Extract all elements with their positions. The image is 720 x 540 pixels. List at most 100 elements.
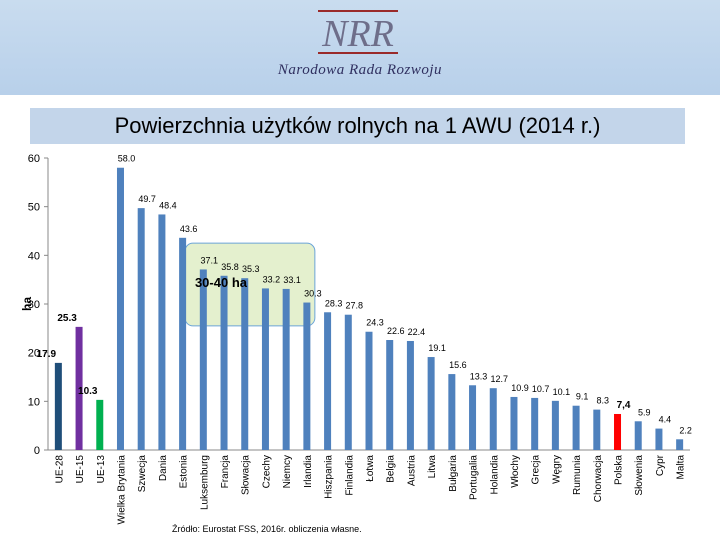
category-label: Grecja: [531, 455, 542, 485]
title-band: [30, 108, 685, 144]
bar: [137, 208, 145, 450]
value-label: 27.8: [346, 301, 364, 311]
category-label: Belgia: [386, 455, 397, 483]
bar: [179, 237, 187, 450]
value-label: 22.6: [387, 326, 405, 336]
value-label: 7,4: [617, 400, 631, 411]
category-label: UE-15: [75, 455, 86, 484]
category-label: Estonia: [179, 455, 190, 489]
value-label: 19.1: [428, 343, 446, 353]
bar: [261, 288, 269, 450]
value-label: 15.6: [449, 360, 467, 370]
category-label: Francja: [220, 455, 231, 489]
bar: [324, 312, 332, 450]
bar: [406, 340, 414, 450]
bar: [634, 421, 642, 450]
value-label: 9.1: [576, 392, 589, 402]
source-note: Źródło: Eurostat FSS, 2016r. obliczenia …: [172, 524, 362, 534]
value-label: 13.3: [470, 371, 488, 381]
value-label: 2.2: [679, 425, 692, 435]
bar: [220, 275, 228, 450]
bar: [199, 269, 207, 450]
bar: [344, 314, 352, 450]
category-label: Czechy: [261, 455, 272, 488]
category-label: Słowenia: [634, 455, 645, 496]
value-label: 37.1: [201, 255, 219, 265]
category-label: Portugalia: [469, 455, 480, 500]
category-label: Dania: [158, 455, 169, 482]
bar: [469, 385, 477, 450]
nrr-logo-mark: NRR: [318, 10, 398, 55]
bar: [614, 413, 622, 450]
value-label: 33.2: [263, 274, 281, 284]
bar: [448, 374, 456, 450]
value-label: 28.3: [325, 298, 343, 308]
bar: [593, 409, 601, 450]
category-label: Holandia: [489, 455, 500, 495]
value-label: 10.1: [553, 387, 571, 397]
bar: [158, 214, 166, 450]
y-tick-label: 40: [28, 250, 40, 262]
y-tick-label: 50: [28, 202, 40, 214]
bar: [282, 288, 290, 450]
bar: [386, 340, 394, 450]
bar: [551, 400, 559, 450]
value-label: 35.8: [221, 262, 239, 272]
bar: [303, 302, 311, 450]
category-label: Chorwacja: [593, 455, 604, 503]
category-label: Bułgaria: [448, 455, 459, 492]
category-label: Malta: [676, 455, 687, 480]
y-tick-label: 60: [28, 153, 40, 165]
category-label: Niemcy: [282, 455, 293, 488]
bar: [365, 331, 373, 450]
category-label: Luksemburg: [199, 455, 210, 510]
bar: [54, 362, 62, 450]
bar: [96, 399, 104, 450]
bar: [572, 405, 580, 450]
value-label: 58.0: [118, 154, 136, 164]
category-label: UE-13: [96, 455, 107, 484]
value-label: 30.3: [304, 289, 322, 299]
y-tick-label: 30: [28, 299, 40, 311]
value-label: 33.1: [283, 275, 301, 285]
value-label: 4.4: [659, 415, 672, 425]
value-label: 49.7: [138, 194, 156, 204]
value-label: 48.4: [159, 200, 177, 210]
value-label: 8.3: [597, 396, 610, 406]
bar: [531, 397, 539, 450]
value-label: 43.6: [180, 224, 198, 234]
value-label: 12.7: [490, 374, 508, 384]
chart-title: Powierzchnia użytków rolnych na 1 AWU (2…: [114, 113, 601, 138]
category-label: Finlandia: [344, 455, 355, 496]
category-label: Litwa: [427, 455, 438, 479]
y-axis-label: ha: [20, 297, 34, 311]
y-tick-label: 10: [28, 396, 40, 408]
category-label: UE-28: [54, 455, 65, 484]
value-label: 35.3: [242, 264, 260, 274]
bar: [676, 439, 684, 450]
category-label: Cypr: [655, 454, 666, 476]
value-label: 10.9: [511, 383, 529, 393]
value-label: 5.9: [638, 407, 651, 417]
category-label: Włochy: [510, 455, 521, 488]
annotation-30-40-ha: 30-40 ha: [195, 275, 248, 290]
bar: [510, 396, 518, 450]
y-tick-label: 20: [28, 348, 40, 360]
category-label: Węgry: [551, 455, 562, 484]
value-label: 10.7: [532, 384, 550, 394]
category-label: Słowacja: [241, 455, 252, 495]
value-label: 25.3: [57, 313, 77, 324]
value-label: 17.9: [37, 349, 57, 360]
bar: [75, 326, 83, 450]
category-label: Hiszpania: [324, 455, 335, 499]
bar: [241, 278, 249, 450]
bar: [116, 167, 124, 450]
category-label: Szwecja: [137, 455, 148, 493]
category-label: Austria: [406, 455, 417, 487]
y-tick-label: 0: [34, 445, 40, 457]
header-band: [0, 0, 720, 95]
category-label: Wielka Brytania: [116, 455, 127, 525]
value-label: 24.3: [366, 318, 384, 328]
value-label: 10.3: [78, 386, 98, 397]
